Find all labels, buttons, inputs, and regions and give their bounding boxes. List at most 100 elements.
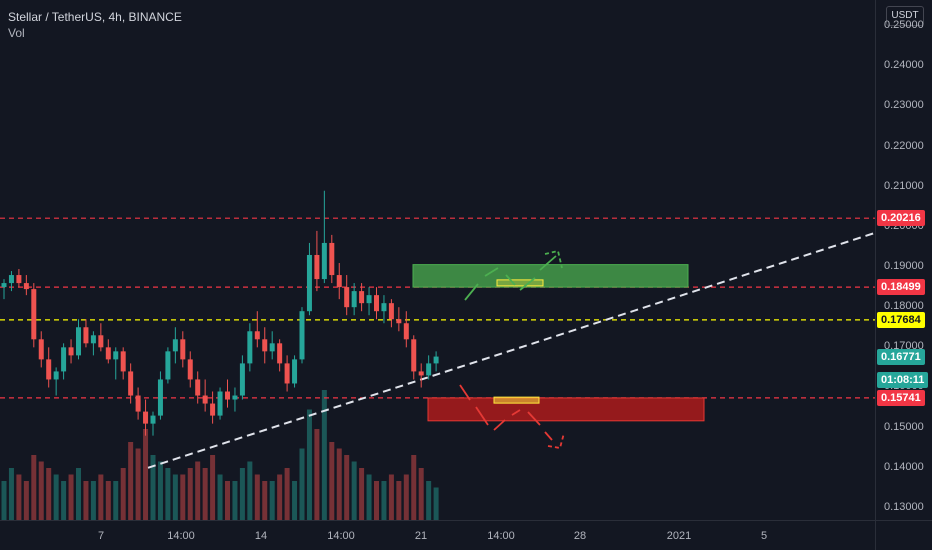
- volume-bar: [38, 461, 44, 520]
- volume-bar: [292, 481, 298, 520]
- support-zone: [427, 397, 705, 422]
- price-tick-label: 0.19000: [884, 260, 924, 273]
- candle-body: [418, 371, 424, 376]
- candle-body: [403, 323, 409, 340]
- volume-bar: [113, 481, 119, 520]
- volume-bar: [359, 468, 365, 520]
- volume-bar: [23, 481, 29, 520]
- volume-bar: [105, 481, 111, 520]
- candle-body: [210, 403, 216, 416]
- zones: [412, 264, 705, 422]
- volume-bar: [426, 481, 432, 520]
- candle-body: [277, 343, 283, 364]
- candle-body: [76, 327, 81, 356]
- candle-body: [165, 351, 171, 380]
- candle-body: [98, 335, 104, 348]
- time-tick-label: 28: [573, 530, 587, 542]
- volume-bar: [217, 474, 223, 520]
- volume-bar: [1, 481, 7, 520]
- volume-bar: [150, 455, 156, 520]
- candle-body: [239, 363, 245, 396]
- volume-bar: [157, 461, 163, 520]
- candle-body: [306, 254, 312, 312]
- countdown-badge: 01:08:11: [877, 371, 929, 388]
- volume-bar: [16, 474, 22, 520]
- time-tick-label: 14:00: [327, 530, 355, 542]
- candle-body: [105, 347, 111, 360]
- volume-bar: [321, 390, 327, 520]
- volume-bar: [90, 481, 96, 520]
- horizontal-levels: [0, 217, 875, 399]
- candle-body: [232, 395, 238, 400]
- candle-body: [120, 351, 126, 372]
- time-axis[interactable]: 7 14:00 14 14:00 21 14:00 28 2021 5: [0, 520, 875, 550]
- candle-body: [366, 295, 372, 304]
- price-tick-label: 0.18000: [884, 300, 924, 313]
- volume-bar: [388, 474, 394, 520]
- candle-body: [150, 415, 156, 424]
- candle-body: [344, 287, 350, 308]
- down-arrow-path: [459, 384, 553, 441]
- level-price-badge: 0.18499: [877, 279, 925, 296]
- price-tick-label: 0.24000: [884, 59, 924, 72]
- price-chart[interactable]: Stellar / TetherUS, 4h, BINANCE Vol: [0, 0, 876, 520]
- volume-bar: [262, 481, 268, 520]
- candle-body: [128, 371, 134, 396]
- candle-body: [284, 363, 290, 384]
- currency-button[interactable]: USDT: [886, 6, 924, 26]
- volume-bar: [53, 474, 59, 520]
- volume-bar: [232, 481, 238, 520]
- volume-bar: [329, 442, 335, 520]
- candle-body: [217, 391, 223, 416]
- trendline-layer: [147, 231, 876, 469]
- volume-bar: [403, 474, 409, 520]
- candle-body: [225, 391, 230, 400]
- volume-bar: [374, 481, 379, 520]
- candle-body: [135, 395, 141, 412]
- volume-bar: [61, 481, 67, 520]
- resistance-zone: [412, 264, 689, 288]
- volume-bar: [225, 481, 230, 520]
- candle-body: [202, 395, 208, 404]
- price-axis[interactable]: USDT 0.25000 0.24000 0.23000 0.22000 0.21000…: [875, 0, 932, 520]
- candle-body: [411, 339, 417, 372]
- last-price-badge: 0.16771: [877, 348, 925, 365]
- chart-canvas[interactable]: [0, 0, 876, 520]
- volume-bar: [128, 442, 134, 520]
- time-tick-label: 5: [760, 530, 768, 542]
- candle-body: [374, 295, 379, 312]
- axis-corner: [875, 520, 932, 550]
- candle-body: [83, 327, 89, 344]
- level-price-badge: 0.20216: [877, 210, 925, 227]
- volume-bar: [180, 474, 186, 520]
- time-tick-label: 14: [254, 530, 268, 542]
- candle-body: [38, 339, 44, 360]
- candle-body: [329, 242, 335, 276]
- time-tick-label: 21: [414, 530, 428, 542]
- candle-body: [90, 335, 96, 344]
- candle-body: [195, 379, 201, 396]
- down-arrow-head: [547, 432, 565, 450]
- arrow-drawings: [459, 249, 565, 450]
- candle-body: [426, 363, 432, 376]
- candle-body: [68, 347, 74, 356]
- candles: [1, 190, 439, 436]
- volume-bar: [433, 487, 439, 520]
- volume-bar: [46, 468, 52, 520]
- candle-body: [254, 331, 260, 340]
- candle-body: [1, 283, 7, 288]
- volume-bar: [344, 455, 350, 520]
- candle-body: [433, 356, 439, 364]
- volume-bar: [381, 481, 387, 520]
- volume-bar: [143, 429, 149, 520]
- candle-body: [321, 242, 327, 280]
- volume-bar: [210, 455, 216, 520]
- volume-bar: [8, 468, 14, 520]
- volume-bar: [247, 461, 253, 520]
- candle-body: [61, 347, 67, 372]
- time-tick-label: 14:00: [487, 530, 515, 542]
- price-tick-label: 0.14000: [884, 460, 924, 473]
- candle-body: [180, 339, 186, 360]
- candle-body: [299, 311, 305, 360]
- price-tick-label: 0.21000: [884, 179, 924, 192]
